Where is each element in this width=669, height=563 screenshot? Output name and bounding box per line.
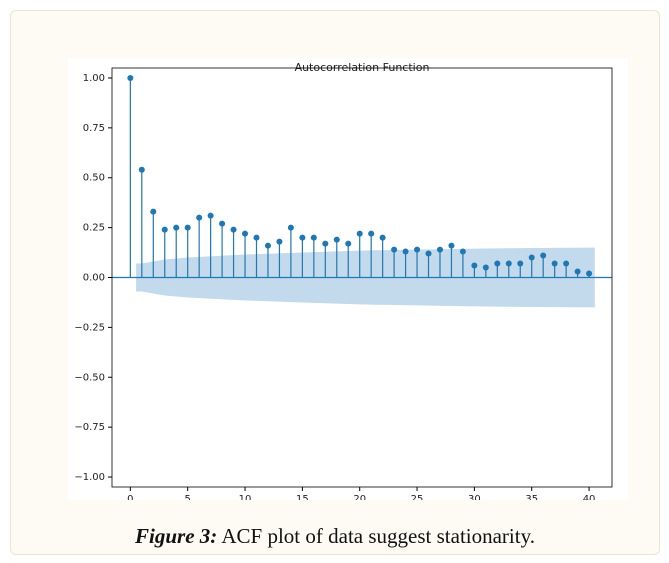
stem-marker — [563, 260, 570, 267]
stem-marker — [299, 234, 306, 241]
caption: Figure 3: ACF plot of data suggest stati… — [10, 524, 660, 549]
y-tick-label: 0.00 — [83, 273, 105, 284]
chart: Autocorrelation Function −1.00 −0.75 −0.50… — [68, 58, 628, 500]
x-tick-label: 25 — [411, 494, 424, 500]
stem-marker — [242, 230, 249, 237]
stem-marker — [379, 234, 386, 241]
stem-marker — [505, 260, 512, 267]
x-tick-label: 40 — [583, 494, 596, 500]
x-tick-label: 10 — [239, 494, 252, 500]
stem-marker — [287, 224, 294, 231]
stem-marker — [310, 234, 317, 241]
stem-marker — [436, 246, 443, 253]
x-tick-label: 15 — [296, 494, 309, 500]
y-tick-label: −1.00 — [74, 472, 105, 483]
stem-marker — [196, 214, 203, 221]
x-tick-label: 30 — [468, 494, 481, 500]
caption-label: Figure 3: — [135, 524, 218, 548]
stem-marker — [528, 254, 535, 261]
stem-marker — [391, 246, 398, 253]
stem-marker — [402, 248, 409, 255]
stem-marker — [425, 250, 432, 257]
stem-marker — [230, 226, 237, 233]
plot-frame — [111, 67, 613, 488]
stem-marker — [471, 262, 478, 269]
x-tick-label: 5 — [185, 494, 191, 500]
chart-title: Autocorrelation Function — [295, 61, 430, 74]
stem-marker — [517, 260, 524, 267]
stem-marker — [276, 238, 283, 245]
stem-marker — [586, 270, 593, 277]
y-tick-label: 0.25 — [83, 223, 105, 234]
stem-marker — [161, 226, 168, 233]
stem-marker — [368, 230, 375, 237]
stem-marker — [253, 234, 260, 241]
y-tick-label: 1.00 — [83, 73, 105, 84]
stem-marker — [333, 236, 340, 243]
stem-marker — [345, 240, 352, 247]
stem-marker — [482, 264, 489, 271]
stem-marker — [551, 260, 558, 267]
stem-marker — [184, 224, 191, 231]
caption-text: ACF plot of data suggest stationarity. — [221, 524, 535, 548]
x-tick-label: 20 — [353, 494, 366, 500]
stem-marker — [173, 224, 180, 231]
stem-marker — [264, 242, 271, 249]
y-tick-label: −0.25 — [74, 322, 105, 333]
y-tick-label: −0.75 — [74, 422, 105, 433]
stem-marker — [414, 246, 421, 253]
stem-marker — [127, 74, 134, 81]
stem-marker — [322, 240, 329, 247]
y-tick-label: 0.75 — [83, 123, 105, 134]
x-tick-label: 0 — [127, 494, 133, 500]
stem-marker — [459, 248, 466, 255]
stem-marker — [150, 208, 157, 215]
stem-marker — [540, 252, 547, 259]
stem-marker — [207, 212, 214, 219]
stem-marker — [219, 220, 226, 227]
stem-marker — [494, 260, 501, 267]
stem-marker — [448, 242, 455, 249]
y-tick-label: 0.50 — [83, 173, 105, 184]
stem-marker — [138, 166, 145, 173]
x-tick-label: 35 — [525, 494, 538, 500]
stem-marker — [356, 230, 363, 237]
stem-marker — [574, 268, 581, 275]
y-tick-label: −0.50 — [74, 372, 105, 383]
